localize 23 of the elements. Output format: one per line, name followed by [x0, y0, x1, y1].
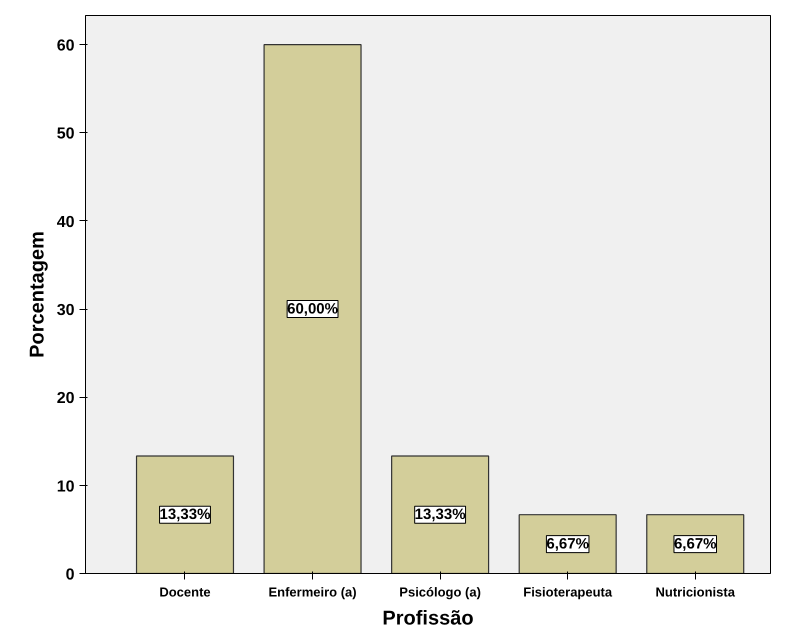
bar [646, 514, 744, 574]
y-tick-label: 0 [66, 566, 75, 584]
data-label: 60,00% [287, 300, 338, 318]
data-label: 13,33% [160, 506, 210, 524]
bar [136, 455, 234, 574]
x-tick-label: Docente [159, 584, 211, 600]
y-tick-label: 50 [56, 126, 75, 143]
data-label: 6,67% [674, 536, 717, 553]
bar [391, 455, 490, 574]
x-tick-label: Nutricionista [656, 584, 736, 600]
y-tick-label: 20 [56, 390, 75, 408]
y-tick-label: 30 [56, 302, 75, 320]
data-label: 6,67% [546, 536, 589, 553]
bar [263, 44, 362, 574]
bar [518, 514, 617, 574]
y-tick-label: 10 [56, 478, 75, 496]
x-tick-label: Fisioterapeuta [523, 584, 613, 600]
x-tick-label: Psicólogo (a) [399, 584, 481, 600]
x-axis-title: Profissão [382, 608, 474, 630]
y-tick-label: 60 [56, 38, 75, 55]
y-axis-title: Porcentagem [26, 231, 49, 358]
x-tick-label: Enfermeiro (a) [268, 584, 357, 600]
y-tick-label: 40 [56, 214, 75, 231]
